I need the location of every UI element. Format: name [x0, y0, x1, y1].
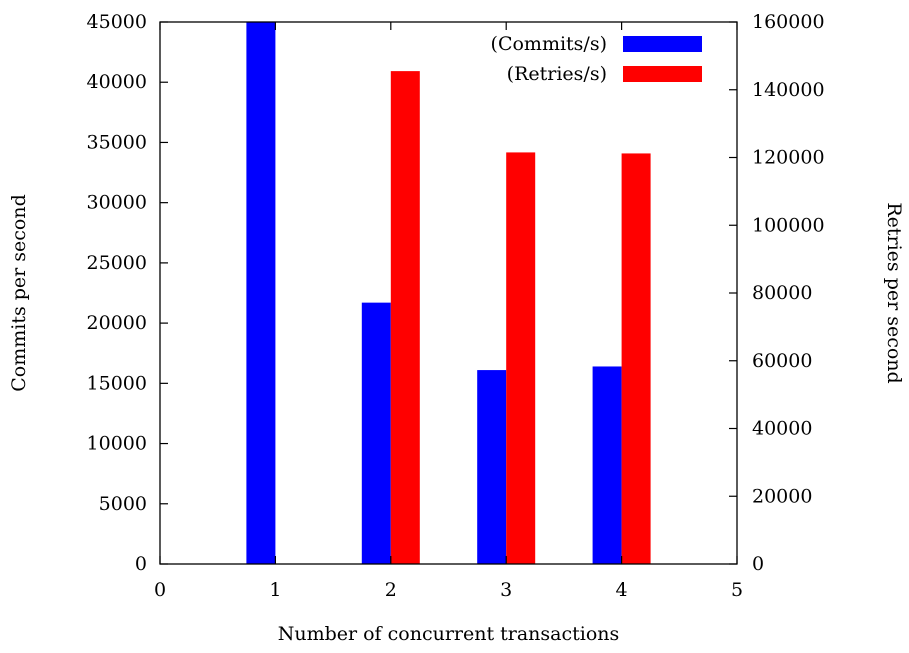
- y-tick-label: 5000: [99, 493, 147, 515]
- x-tick-label: 5: [731, 579, 743, 601]
- legend-swatch-commits: [623, 36, 702, 52]
- y2-tick-label: 40000: [752, 418, 812, 440]
- y-tick-label: 35000: [87, 131, 147, 153]
- y-tick-label: 0: [135, 553, 147, 575]
- legend: (Commits/s) (Retries/s): [491, 33, 702, 85]
- bar-commits-4: [592, 366, 622, 564]
- legend-swatch-retries: [623, 66, 702, 82]
- x-tick-label: 3: [500, 579, 512, 601]
- x-tick-label: 4: [616, 579, 628, 601]
- x-tick-label: 2: [385, 579, 397, 601]
- y2-tick-label: 80000: [752, 282, 812, 304]
- y-tick-label: 30000: [87, 192, 147, 214]
- bar-commits-2: [361, 302, 391, 564]
- x-tick-label: 0: [154, 579, 166, 601]
- bars-layer: [246, 22, 651, 565]
- y-tick-label: 10000: [87, 433, 147, 455]
- bar-retries-4: [621, 153, 651, 564]
- y2-tick-label: 100000: [752, 214, 825, 236]
- y2-tick-label: 20000: [752, 485, 812, 507]
- x-axis-label: Number of concurrent transactions: [278, 623, 620, 645]
- y-tick-label: 15000: [87, 372, 147, 394]
- x-tick-label: 1: [269, 579, 281, 601]
- y2-tick-label: 60000: [752, 350, 812, 372]
- y-tick-label: 45000: [87, 11, 147, 33]
- y-tick-label: 40000: [87, 71, 147, 93]
- legend-label-commits: (Commits/s): [491, 33, 607, 55]
- y2-tick-label: 160000: [752, 11, 825, 33]
- y-tick-label: 20000: [87, 312, 147, 334]
- y2-tick-label: 140000: [752, 79, 825, 101]
- ticks-layer: 0 1 2 3 4 50500010000150002000025000300003500…: [87, 11, 825, 601]
- y-tick-label: 25000: [87, 252, 147, 274]
- bar-retries-3: [506, 152, 536, 564]
- legend-label-retries: (Retries/s): [507, 63, 607, 85]
- y2-tick-label: 120000: [752, 147, 825, 169]
- y2-tick-label: 0: [752, 553, 764, 575]
- bar-commits-1: [246, 22, 276, 564]
- y-axis-label: Commits per second: [8, 194, 30, 392]
- y2-axis-label: Retries per second: [883, 202, 905, 383]
- bar-commits-3: [477, 370, 507, 564]
- bar-retries-2: [390, 71, 420, 565]
